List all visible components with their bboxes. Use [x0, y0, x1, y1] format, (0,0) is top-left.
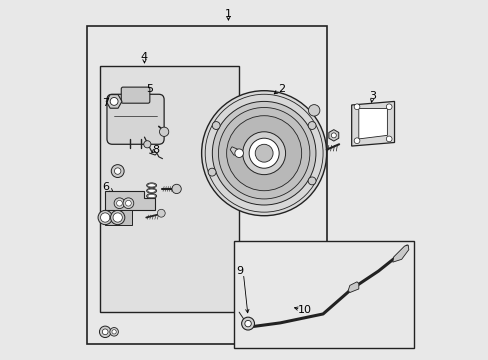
Circle shape: [353, 104, 359, 110]
Circle shape: [255, 144, 272, 162]
Text: 10: 10: [298, 305, 312, 315]
Circle shape: [242, 132, 285, 175]
Circle shape: [244, 320, 251, 327]
Bar: [87, 26, 326, 344]
Ellipse shape: [147, 184, 155, 187]
Ellipse shape: [146, 194, 156, 199]
Polygon shape: [230, 147, 242, 156]
Circle shape: [234, 149, 243, 157]
Polygon shape: [328, 130, 338, 141]
Ellipse shape: [146, 188, 156, 193]
Polygon shape: [106, 95, 122, 108]
Ellipse shape: [147, 194, 155, 198]
Circle shape: [201, 91, 326, 216]
Circle shape: [386, 136, 391, 142]
Bar: [100, 66, 239, 312]
Text: 4: 4: [141, 52, 148, 62]
Circle shape: [125, 201, 131, 206]
Circle shape: [159, 127, 168, 136]
Circle shape: [212, 122, 220, 130]
Bar: [105, 210, 132, 225]
Circle shape: [307, 177, 315, 185]
Text: 9: 9: [236, 266, 243, 276]
Text: 1: 1: [224, 9, 231, 19]
Circle shape: [353, 138, 359, 144]
Text: 7: 7: [102, 98, 109, 108]
Circle shape: [112, 330, 116, 334]
Bar: [233, 241, 413, 348]
Circle shape: [386, 104, 391, 110]
Circle shape: [99, 326, 111, 338]
Circle shape: [114, 198, 124, 208]
Ellipse shape: [146, 183, 156, 188]
Text: 5: 5: [146, 84, 153, 94]
Circle shape: [101, 213, 110, 222]
Circle shape: [331, 133, 336, 138]
Circle shape: [212, 102, 315, 205]
Circle shape: [113, 213, 122, 222]
Ellipse shape: [147, 189, 155, 192]
Circle shape: [307, 122, 315, 130]
FancyBboxPatch shape: [107, 94, 164, 144]
Circle shape: [114, 168, 121, 174]
Circle shape: [208, 168, 216, 176]
Polygon shape: [392, 245, 408, 262]
Circle shape: [111, 165, 124, 177]
Circle shape: [116, 201, 122, 206]
Circle shape: [110, 328, 118, 336]
Circle shape: [172, 184, 181, 194]
Polygon shape: [105, 191, 155, 210]
Circle shape: [110, 98, 118, 105]
FancyBboxPatch shape: [121, 87, 149, 103]
Circle shape: [123, 198, 134, 208]
Circle shape: [110, 210, 124, 225]
Circle shape: [157, 209, 165, 217]
Circle shape: [143, 141, 151, 148]
Polygon shape: [347, 282, 358, 293]
Text: 6: 6: [102, 182, 109, 192]
Circle shape: [248, 138, 279, 168]
Circle shape: [226, 116, 301, 191]
Text: 2: 2: [278, 84, 285, 94]
Circle shape: [102, 329, 108, 335]
Circle shape: [98, 210, 112, 225]
Circle shape: [218, 108, 309, 199]
Polygon shape: [351, 102, 394, 146]
Text: 8: 8: [152, 145, 160, 155]
Polygon shape: [358, 109, 386, 139]
Circle shape: [241, 317, 254, 330]
Text: 3: 3: [369, 91, 376, 101]
Circle shape: [308, 105, 319, 116]
